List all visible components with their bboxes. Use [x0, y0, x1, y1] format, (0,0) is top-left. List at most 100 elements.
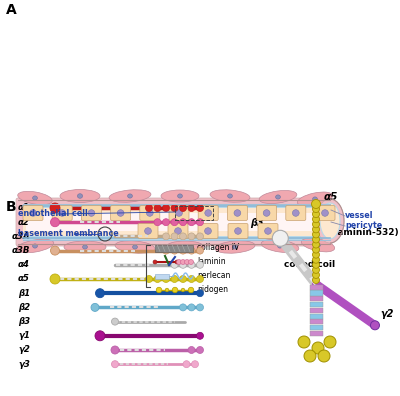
Ellipse shape: [174, 228, 182, 234]
Circle shape: [192, 361, 198, 368]
Ellipse shape: [128, 194, 132, 198]
FancyBboxPatch shape: [198, 223, 218, 238]
FancyBboxPatch shape: [52, 206, 72, 221]
Circle shape: [162, 247, 170, 254]
Ellipse shape: [109, 190, 151, 202]
Circle shape: [165, 288, 169, 292]
Ellipse shape: [18, 191, 52, 205]
Circle shape: [196, 346, 204, 354]
Ellipse shape: [233, 245, 238, 249]
Circle shape: [181, 288, 185, 292]
Ellipse shape: [64, 241, 106, 253]
Circle shape: [184, 259, 190, 265]
Circle shape: [312, 236, 320, 243]
Circle shape: [154, 219, 161, 226]
Circle shape: [171, 247, 178, 254]
Circle shape: [312, 261, 320, 268]
Ellipse shape: [59, 210, 66, 216]
Ellipse shape: [297, 192, 333, 206]
Circle shape: [196, 261, 204, 268]
Text: β3: β3: [250, 218, 264, 228]
Circle shape: [324, 336, 336, 348]
Circle shape: [171, 219, 178, 226]
Circle shape: [175, 260, 179, 264]
Circle shape: [188, 346, 195, 354]
Circle shape: [162, 219, 170, 226]
Ellipse shape: [166, 241, 204, 253]
Text: β2: β2: [18, 303, 30, 312]
Circle shape: [312, 221, 320, 228]
Circle shape: [156, 287, 162, 293]
Ellipse shape: [228, 194, 232, 198]
Bar: [310, 308, 322, 313]
Bar: [310, 314, 322, 319]
Ellipse shape: [301, 238, 335, 252]
Circle shape: [312, 200, 320, 209]
Circle shape: [50, 246, 60, 255]
Circle shape: [171, 233, 178, 240]
Circle shape: [188, 259, 194, 265]
Text: basement membrance: basement membrance: [18, 230, 119, 238]
Circle shape: [188, 287, 194, 293]
Ellipse shape: [259, 190, 297, 204]
Circle shape: [162, 204, 170, 211]
Text: γ3: γ3: [18, 360, 30, 369]
FancyBboxPatch shape: [26, 213, 322, 231]
Bar: [175, 206, 213, 220]
Circle shape: [188, 247, 195, 254]
Text: A: A: [6, 3, 17, 17]
Circle shape: [180, 204, 186, 211]
Ellipse shape: [182, 245, 187, 249]
Circle shape: [176, 259, 182, 265]
Ellipse shape: [265, 228, 271, 234]
Ellipse shape: [78, 194, 82, 198]
Circle shape: [171, 261, 178, 268]
Circle shape: [171, 204, 178, 211]
Circle shape: [95, 331, 105, 341]
Circle shape: [312, 216, 320, 223]
Ellipse shape: [276, 195, 280, 199]
FancyBboxPatch shape: [23, 204, 325, 208]
FancyBboxPatch shape: [168, 223, 188, 238]
Text: (laminin-532): (laminin-532): [330, 227, 399, 236]
Circle shape: [312, 226, 320, 233]
Circle shape: [180, 219, 186, 226]
Ellipse shape: [322, 210, 328, 216]
Circle shape: [171, 276, 178, 282]
Circle shape: [96, 289, 104, 298]
Circle shape: [50, 218, 60, 227]
Text: α5: α5: [18, 274, 30, 284]
FancyBboxPatch shape: [198, 206, 218, 221]
Circle shape: [180, 261, 186, 268]
Circle shape: [312, 267, 320, 273]
Circle shape: [312, 271, 320, 278]
Bar: [310, 302, 322, 307]
FancyBboxPatch shape: [140, 206, 160, 221]
FancyBboxPatch shape: [258, 223, 278, 238]
Ellipse shape: [88, 210, 95, 216]
Circle shape: [196, 304, 204, 311]
Circle shape: [146, 276, 152, 282]
Text: α3A: α3A: [12, 232, 30, 241]
Circle shape: [312, 256, 320, 263]
Text: vessel: vessel: [345, 211, 374, 221]
Ellipse shape: [115, 241, 155, 253]
FancyBboxPatch shape: [23, 236, 325, 240]
Ellipse shape: [176, 210, 182, 216]
Ellipse shape: [316, 199, 344, 243]
Ellipse shape: [33, 196, 38, 200]
Text: perlecan: perlecan: [197, 272, 230, 280]
FancyBboxPatch shape: [23, 208, 325, 236]
Circle shape: [312, 231, 320, 238]
FancyBboxPatch shape: [16, 198, 332, 246]
Text: α1: α1: [18, 204, 30, 213]
Ellipse shape: [316, 243, 320, 247]
Circle shape: [50, 274, 60, 284]
Circle shape: [312, 211, 320, 218]
Bar: [310, 296, 322, 301]
Circle shape: [91, 303, 99, 311]
Circle shape: [50, 203, 60, 213]
Circle shape: [183, 361, 190, 368]
Circle shape: [188, 233, 195, 240]
Text: γ2: γ2: [380, 309, 393, 319]
